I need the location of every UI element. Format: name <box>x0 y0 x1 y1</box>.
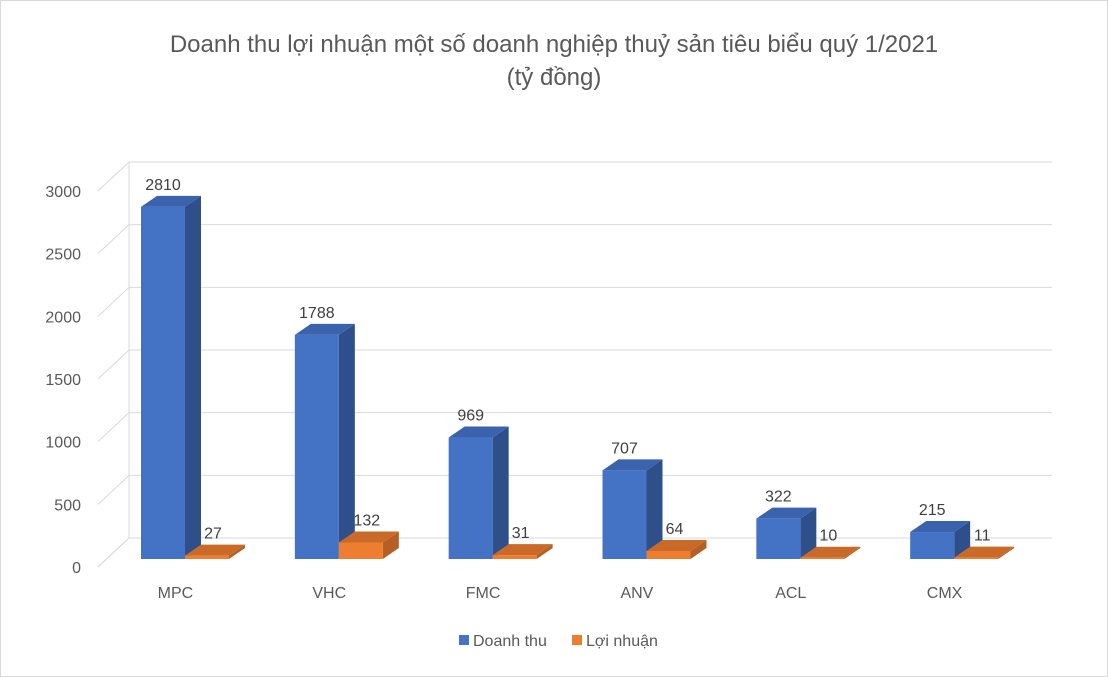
bar-front <box>338 542 383 559</box>
data-label: 707 <box>611 440 638 457</box>
chart-subtitle: (tỷ đồng) <box>507 64 602 91</box>
data-label: 64 <box>666 521 684 538</box>
bar-top <box>910 521 971 533</box>
data-label: 322 <box>765 489 792 506</box>
bar-top <box>294 323 355 335</box>
bar-top <box>646 539 707 551</box>
data-label: 2810 <box>145 177 181 194</box>
x-tick-label: MPC <box>158 585 194 602</box>
bar-side <box>229 544 245 559</box>
gridline <box>97 474 1052 505</box>
x-tick-label: FMC <box>466 585 501 602</box>
bar-vhc-loi-nhuan <box>338 531 399 559</box>
x-tick-label: ACL <box>775 585 806 602</box>
bar-side <box>382 531 399 559</box>
bar-top <box>141 195 201 207</box>
bar-front <box>185 555 229 559</box>
x-tick-label: VHC <box>312 585 346 602</box>
x-tick-label: ANV <box>620 585 653 602</box>
bar-top <box>954 546 1015 558</box>
bar-mpc-loi-nhuan <box>185 544 245 559</box>
bar-front <box>448 437 493 559</box>
bar-side <box>338 323 355 559</box>
data-label: 31 <box>512 525 530 542</box>
y-tick-label: 1000 <box>45 435 81 452</box>
chart-title: Doanh thu lợi nhuận một số doanh nghiệp … <box>170 31 938 58</box>
bar-front <box>294 334 339 559</box>
bar-side <box>800 507 817 559</box>
data-label: 1788 <box>299 305 335 322</box>
data-label: 969 <box>457 408 484 425</box>
bar-front <box>492 555 537 559</box>
y-tick-label: 1500 <box>45 372 81 389</box>
data-label: 215 <box>919 502 946 519</box>
data-labels: 2810 27 1788 132 969 31 707 64 322 10 215 11 <box>145 177 990 545</box>
bar-front <box>141 206 185 559</box>
x-tick-label: CMX <box>927 585 963 602</box>
gridline <box>97 537 1052 568</box>
legend-label: Doanh thu <box>473 633 547 650</box>
bar-anv-doanh-thu <box>602 459 663 559</box>
bar-front <box>646 550 691 559</box>
legend-label: Lợi nhuận <box>586 633 658 650</box>
data-label: 27 <box>204 526 222 543</box>
bar-front <box>910 532 955 559</box>
y-tick-label: 2000 <box>45 309 81 326</box>
bar-front <box>602 470 647 559</box>
y-tick-label: 500 <box>54 497 81 514</box>
data-label: 132 <box>353 512 380 529</box>
gridline <box>97 161 1052 192</box>
bar-acl-loi-nhuan <box>800 546 861 559</box>
gridlines <box>97 161 1052 568</box>
legend: Doanh thu Lợi nhuận <box>459 633 658 650</box>
bar-side <box>646 459 663 559</box>
legend-swatch <box>459 635 469 645</box>
bar-cmx-loi-nhuan <box>954 546 1015 559</box>
legend-item-doanh-thu: Doanh thu <box>459 633 547 650</box>
bar-top <box>492 544 553 556</box>
bar-side <box>185 195 201 559</box>
bars <box>141 195 1015 559</box>
bar-top <box>602 459 663 471</box>
legend-swatch <box>572 635 582 645</box>
legend-item-loi-nhuan: Lợi nhuận <box>572 633 658 650</box>
bar-fmc-loi-nhuan <box>492 544 553 559</box>
y-tick-label: 3000 <box>45 184 81 201</box>
gridline <box>97 412 1052 443</box>
gridline <box>97 224 1052 255</box>
bar-fmc-doanh-thu <box>448 426 509 559</box>
bar-side <box>844 546 861 559</box>
bar-top <box>338 531 399 543</box>
bar-front <box>954 557 999 559</box>
bar-side <box>492 426 509 559</box>
y-axis: 0 500 1000 1500 2000 2500 3000 <box>45 184 81 577</box>
bar-cmx-doanh-thu <box>910 521 971 559</box>
bar-side <box>536 544 553 559</box>
bar-front <box>800 557 845 559</box>
y-tick-label: 2500 <box>45 247 81 264</box>
x-axis: MPC VHC FMC ANV ACL CMX <box>158 585 963 602</box>
bar-top <box>185 544 245 556</box>
data-label: 11 <box>974 528 991 545</box>
gridline <box>97 286 1052 317</box>
bar-side <box>690 539 707 559</box>
gridline <box>97 349 1052 380</box>
bar-top <box>756 507 817 519</box>
bar-side <box>998 546 1015 559</box>
y-tick-label: 0 <box>72 560 81 577</box>
bar-vhc-doanh-thu <box>294 323 355 559</box>
bar-front <box>756 518 801 559</box>
data-label: 10 <box>819 528 837 545</box>
bar-anv-loi-nhuan <box>646 539 707 559</box>
bar-acl-doanh-thu <box>756 507 817 559</box>
bar-top <box>800 546 861 558</box>
bar-top <box>448 426 509 438</box>
bar-mpc-doanh-thu <box>141 195 201 559</box>
